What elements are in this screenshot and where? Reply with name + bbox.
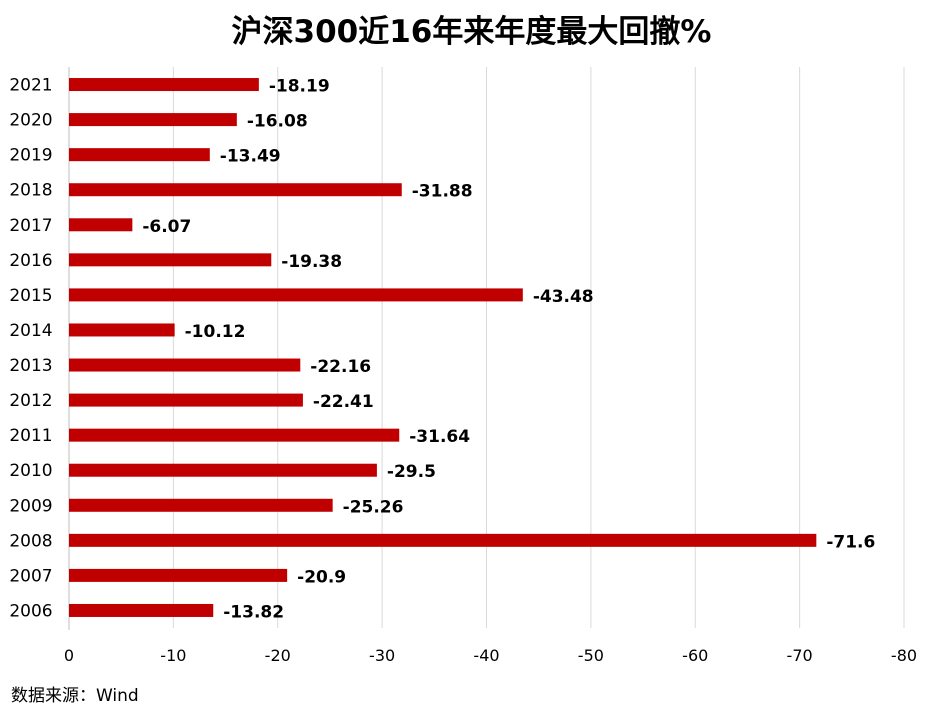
bar [69, 533, 817, 547]
x-tick-label: -30 [369, 646, 395, 665]
bar [69, 183, 402, 197]
bar [69, 78, 259, 92]
value-label: -19.38 [281, 252, 342, 272]
bar [69, 463, 377, 477]
value-label: -20.9 [297, 567, 346, 587]
x-tick-label: -20 [265, 646, 291, 665]
category-label: 2006 [9, 601, 52, 621]
bar [69, 218, 133, 232]
category-label: 2015 [9, 286, 52, 306]
category-label: 2010 [9, 461, 52, 481]
x-tick-label: 0 [64, 646, 74, 665]
value-label: -22.16 [310, 357, 371, 377]
category-label: 2012 [9, 391, 52, 411]
category-label: 2019 [9, 146, 52, 166]
category-label: 2021 [9, 76, 52, 96]
value-label: -43.48 [533, 287, 594, 307]
bar [69, 148, 210, 162]
bar [69, 603, 214, 617]
bar [69, 288, 523, 302]
chart-title: 沪深300近16年来年度最大回撤% [231, 14, 712, 50]
value-label: -18.19 [269, 77, 330, 97]
value-label: -31.64 [409, 427, 470, 447]
x-tick-label: -60 [682, 646, 708, 665]
value-label: -31.88 [412, 182, 473, 202]
x-tick-label: -10 [160, 646, 186, 665]
bar [69, 253, 272, 267]
category-label: 2008 [9, 531, 52, 551]
bar [69, 323, 175, 337]
category-label: 2020 [9, 111, 52, 131]
category-label: 2014 [9, 321, 52, 341]
value-label: -25.26 [343, 497, 404, 517]
x-tick-label: -50 [578, 646, 604, 665]
category-label: 2018 [9, 181, 52, 201]
source-note: 数据来源：Wind [11, 686, 139, 706]
bar [69, 393, 303, 407]
value-label: -10.12 [185, 322, 246, 342]
value-label: -13.82 [223, 602, 284, 622]
value-label: -13.49 [220, 147, 281, 167]
value-label: -29.5 [387, 462, 436, 482]
category-label: 2009 [9, 496, 52, 516]
category-label: 2016 [9, 251, 52, 271]
bar [69, 498, 333, 512]
bar [69, 113, 237, 127]
value-label: -16.08 [247, 112, 308, 132]
bar [69, 568, 288, 582]
category-label: 2017 [9, 216, 52, 236]
bar [69, 428, 400, 442]
category-label: 2011 [9, 426, 52, 446]
value-label: -6.07 [142, 217, 191, 237]
bar [69, 358, 301, 372]
x-tick-label: -80 [891, 646, 917, 665]
category-label: 2013 [9, 356, 52, 376]
x-tick-label: -40 [473, 646, 499, 665]
value-label: -71.6 [826, 532, 875, 552]
category-label: 2007 [9, 566, 52, 586]
x-tick-label: -70 [787, 646, 813, 665]
value-label: -22.41 [313, 392, 374, 412]
